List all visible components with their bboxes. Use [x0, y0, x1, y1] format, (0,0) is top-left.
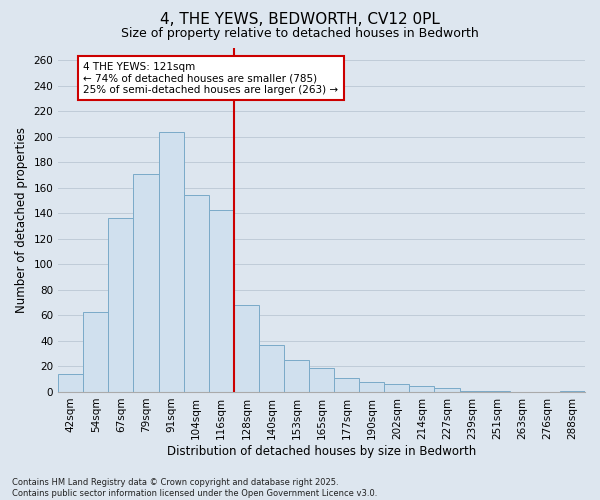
Bar: [133, 174, 158, 392]
Bar: [259, 345, 284, 392]
Bar: [284, 360, 309, 392]
Text: Contains HM Land Registry data © Crown copyright and database right 2025.
Contai: Contains HM Land Registry data © Crown c…: [12, 478, 377, 498]
Bar: [434, 388, 460, 392]
Bar: [83, 312, 109, 392]
Bar: [234, 305, 259, 392]
Bar: [485, 390, 510, 392]
Bar: [359, 382, 385, 392]
X-axis label: Distribution of detached houses by size in Bedworth: Distribution of detached houses by size …: [167, 444, 476, 458]
Bar: [560, 390, 585, 392]
Bar: [209, 210, 234, 392]
Bar: [385, 384, 409, 392]
Bar: [58, 374, 83, 392]
Text: Size of property relative to detached houses in Bedworth: Size of property relative to detached ho…: [121, 28, 479, 40]
Bar: [309, 368, 334, 392]
Bar: [109, 218, 133, 392]
Y-axis label: Number of detached properties: Number of detached properties: [15, 126, 28, 312]
Bar: [184, 196, 209, 392]
Bar: [334, 378, 359, 392]
Text: 4 THE YEWS: 121sqm
← 74% of detached houses are smaller (785)
25% of semi-detach: 4 THE YEWS: 121sqm ← 74% of detached hou…: [83, 62, 338, 94]
Text: 4, THE YEWS, BEDWORTH, CV12 0PL: 4, THE YEWS, BEDWORTH, CV12 0PL: [160, 12, 440, 28]
Bar: [409, 386, 434, 392]
Bar: [158, 132, 184, 392]
Bar: [460, 390, 485, 392]
